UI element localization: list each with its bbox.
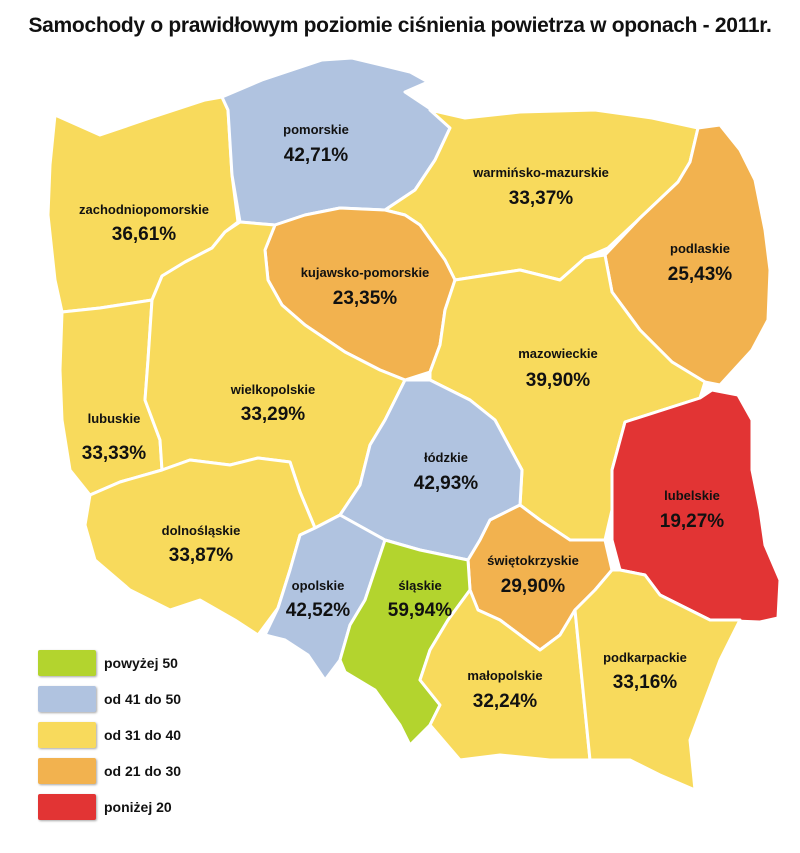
label-mazowieckie-name: mazowieckie xyxy=(518,346,598,361)
label-dolnoslaskie-name: dolnośląskie xyxy=(162,523,241,538)
legend-label: od 21 do 30 xyxy=(104,763,182,779)
region-podlaskie xyxy=(603,123,772,387)
region-labels: pomorskie 42,71% warmińsko-mazurskie 33,… xyxy=(79,122,732,712)
label-lubelskie-value: 19,27% xyxy=(660,511,725,532)
map-title: Samochody o prawidłowym poziomie ciśnien… xyxy=(28,14,772,37)
label-kujawsko-value: 23,35% xyxy=(333,288,398,309)
label-warminsko-value: 33,37% xyxy=(509,188,574,209)
legend-label: powyżej 50 xyxy=(104,655,178,671)
label-malopolskie-name: małopolskie xyxy=(467,668,542,683)
label-podkarpackie-value: 33,16% xyxy=(613,672,678,693)
legend-swatch-green xyxy=(38,650,96,676)
label-slaskie-name: śląskie xyxy=(398,578,441,593)
label-lubelskie-name: lubelskie xyxy=(664,488,720,503)
legend-label: od 31 do 40 xyxy=(104,727,182,743)
legend-label: od 41 do 50 xyxy=(104,691,182,707)
legend-item-31-40: od 31 do 40 xyxy=(38,717,181,753)
label-kujawsko-name: kujawsko-pomorskie xyxy=(301,265,430,280)
legend-swatch-orange xyxy=(38,758,96,784)
region-slaskie xyxy=(338,538,472,747)
legend: powyżej 50 od 41 do 50 od 31 do 40 od 21… xyxy=(38,645,181,825)
label-warminsko-name: warmińsko-mazurskie xyxy=(472,165,609,180)
label-pomorskie-name: pomorskie xyxy=(283,122,349,137)
label-swietokrzyskie-value: 29,90% xyxy=(501,576,566,597)
label-podlaskie-name: podlaskie xyxy=(670,241,730,256)
label-podkarpackie-name: podkarpackie xyxy=(603,650,687,665)
legend-swatch-blue xyxy=(38,686,96,712)
legend-item-below-20: poniżej 20 xyxy=(38,789,181,825)
label-lubuskie-name: lubuskie xyxy=(88,411,141,426)
legend-swatch-red xyxy=(38,794,96,820)
label-wielkopolskie-name: wielkopolskie xyxy=(230,382,316,397)
label-swietokrzyskie-name: świętokrzyskie xyxy=(487,553,579,568)
legend-item-above-50: powyżej 50 xyxy=(38,645,181,681)
label-wielkopolskie-value: 33,29% xyxy=(241,404,306,425)
label-opolskie-name: opolskie xyxy=(292,578,345,593)
label-lodzkie-value: 42,93% xyxy=(414,473,479,494)
label-zachodniopomorskie-name: zachodniopomorskie xyxy=(79,202,209,217)
label-zachodniopomorskie-value: 36,61% xyxy=(112,224,177,245)
label-podlaskie-value: 25,43% xyxy=(668,264,733,285)
legend-item-41-50: od 41 do 50 xyxy=(38,681,181,717)
legend-item-21-30: od 21 do 30 xyxy=(38,753,181,789)
region-podkarpackie xyxy=(573,568,742,792)
label-pomorskie-value: 42,71% xyxy=(284,145,349,166)
label-opolskie-value: 42,52% xyxy=(286,600,351,621)
label-lodzkie-name: łódzkie xyxy=(424,450,468,465)
label-mazowieckie-value: 39,90% xyxy=(526,370,591,391)
legend-swatch-yellow xyxy=(38,722,96,748)
legend-label: poniżej 20 xyxy=(104,799,172,815)
label-malopolskie-value: 32,24% xyxy=(473,691,538,712)
label-lubuskie-value: 33,33% xyxy=(82,443,147,464)
label-slaskie-value: 59,94% xyxy=(388,600,453,621)
label-dolnoslaskie-value: 33,87% xyxy=(169,545,234,566)
